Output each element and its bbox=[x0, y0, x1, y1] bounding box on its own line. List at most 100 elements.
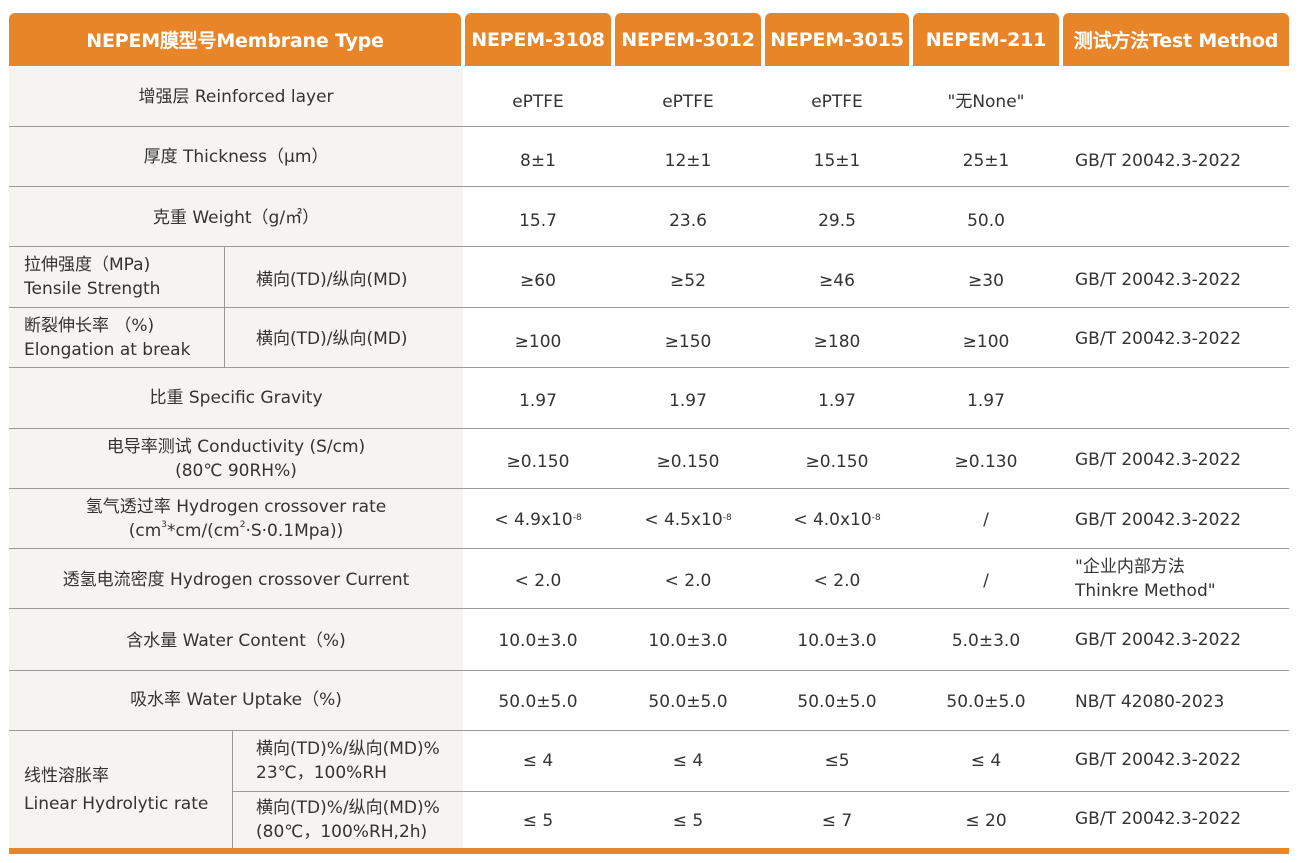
row-label-conductivity: 电导率测试 Conductivity (S/cm) (80℃ 90RH%) bbox=[9, 429, 463, 488]
label-line: Tensile Strength bbox=[24, 279, 161, 299]
row-sublabel-elongation: 横向(TD)/纵向(MD) bbox=[256, 329, 408, 349]
value-cell: 15.7 bbox=[519, 211, 557, 231]
value-cell: ≤ 4 bbox=[522, 751, 554, 771]
row-divider bbox=[9, 730, 1289, 731]
value-cell: 1.97 bbox=[519, 391, 557, 411]
row-divider bbox=[9, 670, 1289, 671]
value-cell: < 2.0 bbox=[813, 571, 861, 591]
value-cell: 29.5 bbox=[818, 211, 856, 231]
value-cell: ≤5 bbox=[824, 751, 850, 771]
value-cell: ePTFE bbox=[512, 91, 564, 112]
row-label-linear-hydrolytic-rate: 线性溶胀率 Linear Hydrolytic rate bbox=[24, 731, 232, 848]
row-label-elongation: 断裂伸长率 （%) Elongation at break bbox=[24, 308, 224, 368]
value-cell: < 2.0 bbox=[514, 571, 562, 591]
header-test-method: 测试方法Test Method bbox=[1063, 13, 1289, 66]
value-cell: ≥0.150 bbox=[805, 451, 869, 472]
row-label-hydrogen-crossover-rate: 氢气透过率 Hydrogen crossover rate (cm3*cm/(c… bbox=[9, 489, 463, 548]
row-sublabel-linear-80c: 横向(TD)%/纵向(MD)% (80℃，100%RH,2h) bbox=[256, 792, 461, 848]
method-cell: NB/T 42080-2023 bbox=[1075, 691, 1225, 712]
value-cell: 5.0±3.0 bbox=[951, 631, 1021, 651]
value-cell: ≥52 bbox=[670, 271, 706, 291]
value-cell: 50.0±5.0 bbox=[946, 691, 1026, 712]
value-cell: 12±1 bbox=[664, 150, 712, 171]
method-cell: GB/T 20042.3-2022 bbox=[1075, 150, 1242, 171]
value-cell: 10.0±3.0 bbox=[498, 631, 578, 651]
row-divider bbox=[9, 428, 1289, 429]
header-product-3015: NEPEM-3015 bbox=[765, 13, 909, 66]
method-line: "企业内部方法 bbox=[1075, 556, 1185, 577]
value-cell: < 2.0 bbox=[664, 571, 712, 591]
label-line: 线性溶胀率 bbox=[24, 765, 109, 786]
sublabel-line: (80℃，100%RH,2h) bbox=[256, 822, 428, 842]
value-cell: / bbox=[983, 510, 989, 530]
value-cell: 15±1 bbox=[813, 150, 861, 171]
value-cell: ≥180 bbox=[813, 332, 861, 352]
value-cell: 50.0 bbox=[967, 211, 1005, 231]
method-cell: GB/T 20042.3-2022 bbox=[1075, 630, 1242, 650]
value-cell: 1.97 bbox=[669, 391, 707, 411]
value-cell: ≤ 4 bbox=[970, 751, 1002, 771]
row-label-tensile-strength: 拉伸强度（MPa) Tensile Strength bbox=[24, 247, 224, 307]
value-cell: ePTFE bbox=[662, 91, 714, 112]
value-cell: ≥30 bbox=[968, 271, 1004, 291]
row-divider bbox=[9, 488, 1289, 489]
label-line: 氢气透过率 Hydrogen crossover rate bbox=[85, 496, 387, 517]
row-divider bbox=[9, 608, 1289, 609]
value-cell: ≤ 20 bbox=[965, 811, 1007, 831]
value-cell: ≥100 bbox=[962, 332, 1010, 352]
value-cell: 23.6 bbox=[669, 211, 707, 231]
value-cell: < 4.5x10 -8 bbox=[644, 510, 732, 530]
sublabel-divider bbox=[232, 731, 233, 848]
method-cell: GB/T 20042.3-2022 bbox=[1075, 329, 1242, 349]
label-line: (80℃ 90RH%) bbox=[175, 460, 297, 481]
values-background bbox=[463, 67, 1289, 848]
row-divider bbox=[9, 126, 1289, 127]
value-cell: ≥46 bbox=[819, 271, 855, 291]
row-label-hydrogen-crossover-current: 透氢电流密度 Hydrogen crossover Current bbox=[62, 569, 410, 590]
method-cell: GB/T 20042.3-2022 bbox=[1075, 270, 1242, 290]
row-divider bbox=[9, 367, 1289, 368]
row-sublabel-tensile: 横向(TD)/纵向(MD) bbox=[256, 270, 408, 290]
value-cell: ≤ 7 bbox=[821, 811, 853, 831]
label-line-units: (cm3*cm/(cm2·S·0.1Mpa)) bbox=[128, 519, 344, 541]
row-divider bbox=[9, 186, 1289, 187]
row-divider bbox=[9, 246, 1289, 247]
method-cell: GB/T 20042.3-2022 bbox=[1075, 809, 1242, 829]
row-label-thickness: 厚度 Thickness（μm） bbox=[143, 146, 329, 167]
value-cell: 8±1 bbox=[520, 150, 556, 171]
value-cell: "无None" bbox=[947, 91, 1025, 112]
method-cell: "企业内部方法 Thinkre Method" bbox=[1075, 549, 1289, 608]
row-label-water-content: 含水量 Water Content（%) bbox=[126, 631, 346, 651]
value-cell: ≥0.150 bbox=[656, 451, 720, 472]
label-line: 断裂伸长率 （%) bbox=[24, 316, 155, 336]
value-cell: ≥0.150 bbox=[506, 451, 570, 472]
header-membrane-type: NEPEM膜型号Membrane Type bbox=[9, 13, 461, 66]
label-line: Linear Hydrolytic rate bbox=[24, 793, 209, 814]
row-label-water-uptake: 吸水率 Water Uptake（%) bbox=[130, 689, 342, 710]
value-cell: 1.97 bbox=[967, 391, 1005, 411]
value-cell: 50.0±5.0 bbox=[498, 691, 578, 712]
header-product-3108: NEPEM-3108 bbox=[465, 13, 611, 66]
value-cell: / bbox=[983, 571, 989, 591]
row-label-specific-gravity: 比重 Specific Gravity bbox=[149, 388, 323, 408]
row-label-weight: 克重 Weight（g/㎡） bbox=[152, 208, 320, 228]
row-label-reinforced-layer: 增强层 Reinforced layer bbox=[138, 86, 334, 107]
label-line: 拉伸强度（MPa) bbox=[24, 255, 151, 275]
row-divider bbox=[9, 307, 1289, 308]
table-bottom-border bbox=[9, 848, 1289, 854]
value-cell: ≥150 bbox=[664, 332, 712, 352]
value-cell: ePTFE bbox=[811, 91, 863, 112]
row-sublabel-linear-23c: 横向(TD)%/纵向(MD)% 23℃，100%RH bbox=[256, 731, 461, 791]
method-line: Thinkre Method" bbox=[1075, 580, 1216, 601]
method-cell: GB/T 20042.3-2022 bbox=[1075, 509, 1242, 530]
value-cell: 50.0±5.0 bbox=[648, 691, 728, 712]
header-product-3012: NEPEM-3012 bbox=[615, 13, 761, 66]
value-cell: 25±1 bbox=[962, 150, 1010, 171]
value-cell: ≤ 5 bbox=[522, 811, 554, 831]
value-cell: ≤ 5 bbox=[672, 811, 704, 831]
sublabel-line: 横向(TD)%/纵向(MD)% bbox=[256, 739, 440, 759]
row-divider bbox=[232, 791, 1289, 792]
value-cell: 10.0±3.0 bbox=[797, 631, 877, 651]
sublabel-line: 横向(TD)%/纵向(MD)% bbox=[256, 798, 440, 818]
value-cell: ≥0.130 bbox=[954, 451, 1018, 472]
